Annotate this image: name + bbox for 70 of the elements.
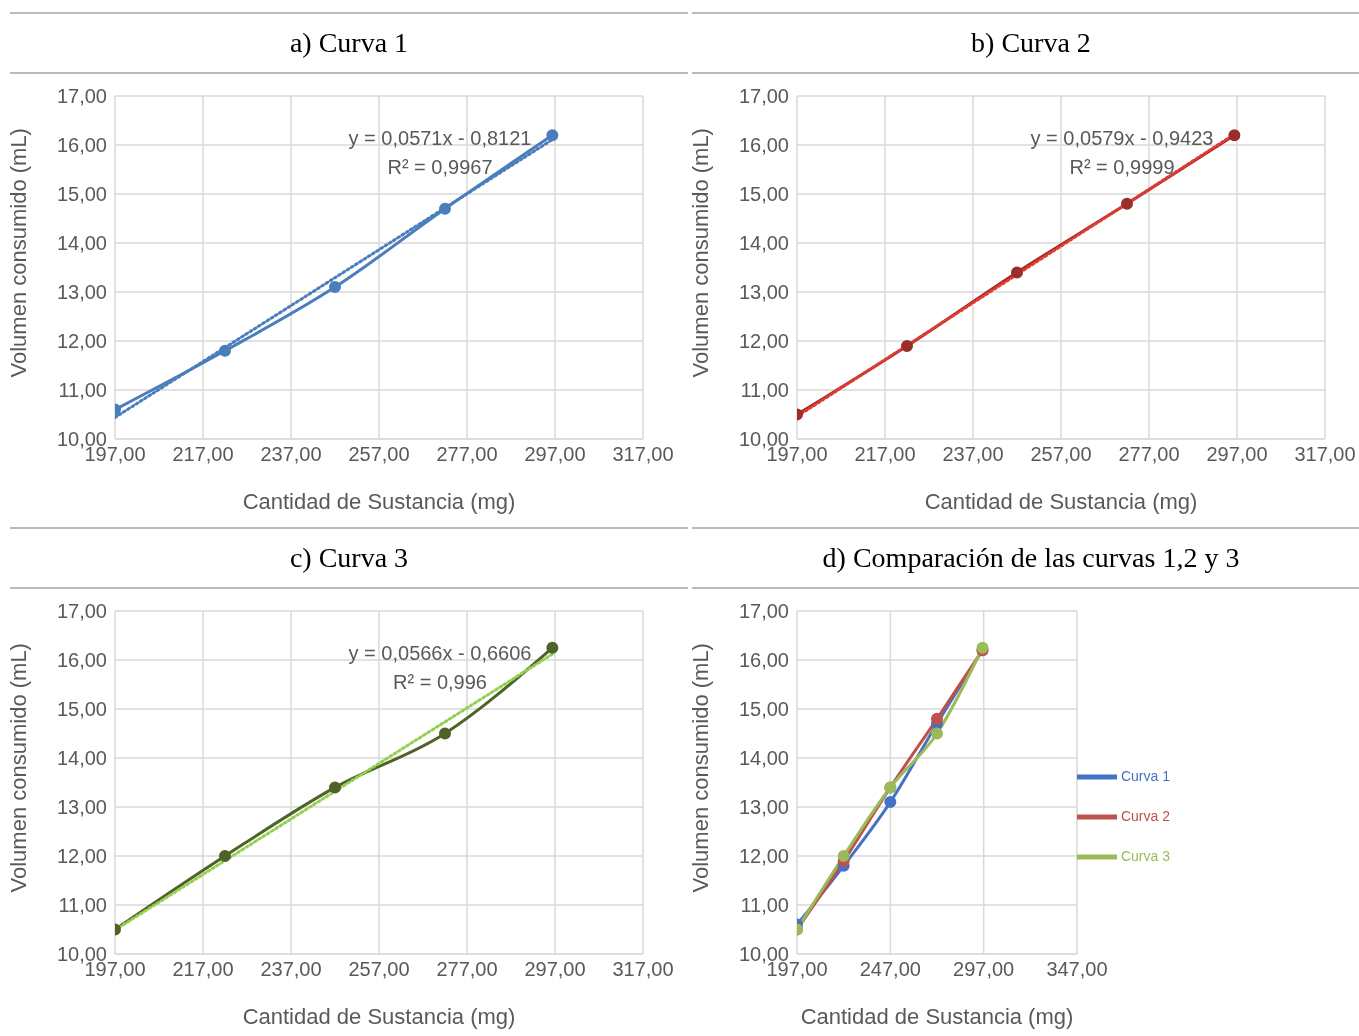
- x-tick-label: 237,00: [260, 958, 322, 981]
- annotation: y = 0,0566x - 0,6606: [347, 641, 533, 666]
- x-tick-label: 277,00: [1118, 443, 1180, 466]
- y-tick-label: 17,00: [738, 600, 789, 623]
- x-tick-label: 217,00: [172, 958, 234, 981]
- y-tick-label: 16,00: [56, 134, 107, 157]
- x-tick-label: 317,00: [612, 443, 674, 466]
- x-tick-label: 277,00: [436, 958, 498, 981]
- y-tick-label: 14,00: [56, 747, 107, 770]
- y-tick-label: 16,00: [56, 649, 107, 672]
- y-tick-label: 17,00: [738, 85, 789, 108]
- y-tick-label: 15,00: [56, 698, 107, 721]
- x-tick-label: 247,00: [859, 958, 921, 981]
- y-tick-label: 16,00: [738, 134, 789, 157]
- x-tick-label: 237,00: [260, 443, 322, 466]
- y-tick-label: 12,00: [738, 330, 789, 353]
- y-tick-label: 12,00: [738, 845, 789, 868]
- x-tick-label: 297,00: [524, 443, 586, 466]
- x-axis-title: Cantidad de Sustancia (mg): [242, 1004, 516, 1029]
- y-tick-label: 13,00: [738, 796, 789, 819]
- x-tick-label: 217,00: [854, 443, 916, 466]
- y-tick-label: 13,00: [56, 796, 107, 819]
- chart-title: c) Curva 3: [289, 542, 409, 574]
- x-tick-label: 297,00: [524, 958, 586, 981]
- x-tick-label: 257,00: [348, 958, 410, 981]
- y-tick-label: 12,00: [56, 330, 107, 353]
- x-tick-label: 277,00: [436, 443, 498, 466]
- y-axis-title: Volumen consumido (mL): [687, 128, 713, 378]
- y-tick-label: 17,00: [56, 600, 107, 623]
- x-tick-label: 297,00: [1206, 443, 1268, 466]
- x-axis-title: Cantidad de Sustancia (mg): [800, 1004, 1074, 1029]
- y-tick-label: 11,00: [740, 379, 789, 402]
- x-axis-title: Cantidad de Sustancia (mg): [242, 489, 516, 514]
- x-tick-label: 317,00: [612, 958, 674, 981]
- y-tick-label: 12,00: [56, 845, 107, 868]
- x-tick-label: 217,00: [172, 443, 234, 466]
- chart-title: d) Comparación de las curvas 1,2 y 3: [822, 542, 1240, 574]
- chart-title: b) Curva 2: [971, 27, 1091, 59]
- y-axis-title: Volumen consumido (mL): [687, 643, 713, 893]
- x-tick-label: 297,00: [953, 958, 1015, 981]
- legend-label: Curva 3: [1120, 847, 1170, 864]
- y-tick-label: 15,00: [738, 698, 789, 721]
- y-tick-label: 14,00: [56, 232, 107, 255]
- y-tick-label: 11,00: [58, 379, 107, 402]
- y-axis-title: Volumen consumido (mL): [5, 643, 31, 893]
- chart-title: a) Curva 1: [289, 27, 409, 59]
- y-tick-label: 13,00: [56, 281, 107, 304]
- x-tick-label: 317,00: [1294, 443, 1356, 466]
- annotation: R² = 0,996: [392, 670, 488, 695]
- annotation: R² = 0,9999: [1068, 155, 1176, 180]
- annotation: y = 0,0571x - 0,8121: [347, 126, 533, 151]
- annotation: y = 0,0579x - 0,9423: [1029, 126, 1215, 151]
- x-axis-title: Cantidad de Sustancia (mg): [924, 489, 1198, 514]
- legend-label: Curva 1: [1120, 767, 1170, 784]
- legend-label: Curva 2: [1120, 807, 1170, 824]
- y-tick-label: 11,00: [740, 894, 789, 917]
- y-tick-label: 11,00: [58, 894, 107, 917]
- y-tick-label: 16,00: [738, 649, 789, 672]
- y-tick-label: 14,00: [738, 747, 789, 770]
- y-tick-label: 15,00: [56, 183, 107, 206]
- y-tick-label: 17,00: [56, 85, 107, 108]
- x-tick-label: 257,00: [1030, 443, 1092, 466]
- y-tick-label: 15,00: [738, 183, 789, 206]
- x-tick-label: 257,00: [348, 443, 410, 466]
- y-axis-title: Volumen consumido (mL): [5, 128, 31, 378]
- y-tick-label: 14,00: [738, 232, 789, 255]
- x-tick-label: 237,00: [942, 443, 1004, 466]
- y-tick-label: 13,00: [738, 281, 789, 304]
- annotation: R² = 0,9967: [386, 155, 494, 180]
- x-tick-label: 347,00: [1046, 958, 1108, 981]
